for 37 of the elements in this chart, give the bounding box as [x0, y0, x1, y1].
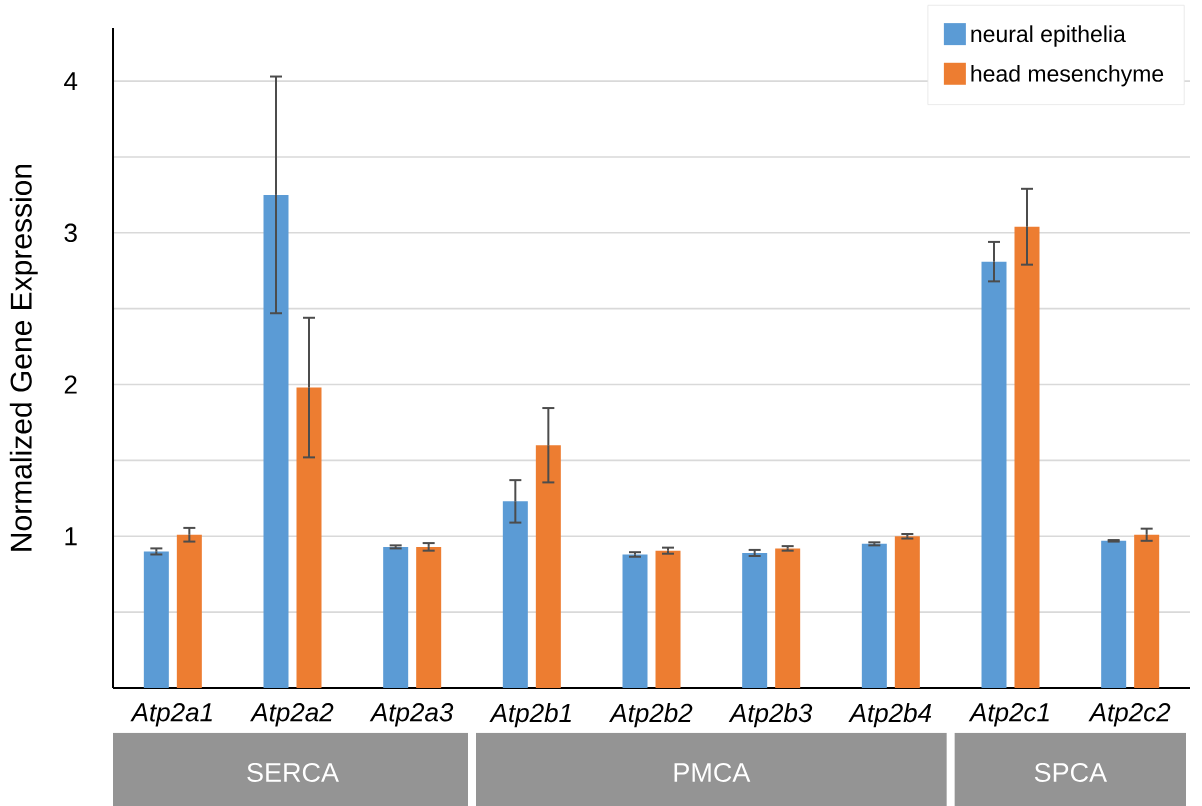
- x-tick-label: Atp2a1: [130, 703, 212, 727]
- bar: [742, 552, 768, 688]
- bar: [535, 445, 561, 688]
- y-axis-title: Normalized Gene Expression: [9, 164, 38, 551]
- bar: [894, 536, 920, 688]
- bar: [622, 554, 648, 688]
- bar: [1101, 540, 1127, 688]
- x-tick-label: Atp2b1: [489, 703, 571, 728]
- x-tick-label: Atp2b3: [728, 703, 813, 728]
- bar: [981, 261, 1007, 688]
- bar: [775, 548, 801, 688]
- bar: [655, 550, 681, 688]
- x-tick-label: Atp2c1: [968, 703, 1049, 727]
- x-tick-label: Atp2c2: [1088, 703, 1171, 727]
- bar: [383, 546, 409, 688]
- y-tick-label: 3: [64, 223, 77, 243]
- y-tick-label: 1: [65, 527, 77, 546]
- bar: [143, 551, 169, 688]
- bar: [502, 501, 528, 688]
- bar: [176, 534, 202, 688]
- bar: [263, 194, 289, 688]
- bar: [296, 387, 322, 688]
- x-tick-label: Atp2a2: [250, 703, 334, 727]
- bar: [416, 546, 442, 688]
- bar: [861, 543, 887, 688]
- x-tick-label: Atp2b4: [848, 703, 932, 728]
- text: PMCA: [674, 762, 751, 783]
- text: SERCA: [247, 762, 339, 783]
- legend-label: neural epithelia: [971, 25, 1126, 47]
- x-tick-label: Atp2a3: [369, 703, 454, 727]
- text: SPCA: [1034, 762, 1108, 783]
- bar: [1014, 226, 1040, 688]
- x-tick-label: Atp2b2: [609, 703, 693, 728]
- legend-label: head mesenchyme: [971, 64, 1164, 87]
- y-tick-label: 4: [64, 72, 78, 91]
- bar: [1134, 534, 1160, 688]
- y-tick-label: 2: [64, 375, 77, 394]
